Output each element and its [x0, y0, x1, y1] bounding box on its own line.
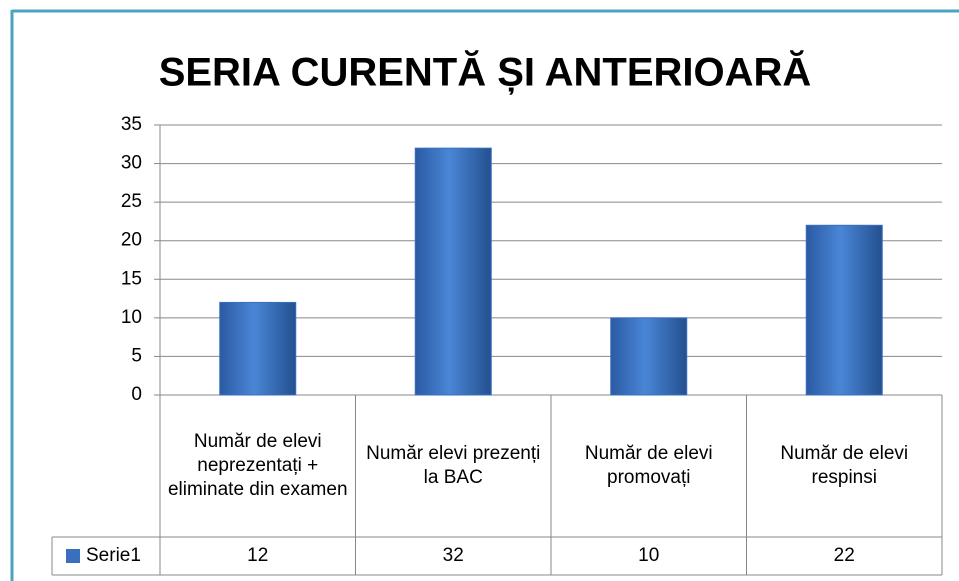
y-tick-label: 30 — [121, 153, 142, 174]
legend-label: Serie1 — [86, 545, 141, 566]
x-tick-label: Număr de elevi respinsi — [780, 443, 909, 488]
x-tick-label: Număr elevi prezenți la BAC — [366, 443, 541, 488]
bar — [805, 224, 883, 396]
y-tick-label: 5 — [131, 345, 142, 366]
bar — [610, 317, 688, 396]
chart-title: SERIA CURENTĂ ȘI ANTERIOARĂ — [159, 50, 812, 95]
y-tick-label: 25 — [121, 191, 142, 212]
table-value: 32 — [442, 545, 464, 566]
table-value: 10 — [638, 545, 660, 566]
x-tick-label: Număr de elevi promovați — [584, 443, 713, 488]
table-value: 12 — [247, 545, 269, 566]
y-tick-label: 20 — [121, 230, 142, 251]
x-tick-label: Număr de elevi neprezentați + eliminate … — [167, 431, 348, 500]
bar — [219, 301, 297, 396]
y-tick-label: 15 — [121, 268, 142, 289]
table-value: 22 — [833, 545, 855, 566]
y-tick-label: 10 — [121, 307, 142, 328]
y-tick-label: 35 — [121, 114, 142, 135]
legend-marker — [66, 549, 80, 563]
y-tick-label: 0 — [131, 384, 142, 405]
bar — [414, 147, 492, 396]
